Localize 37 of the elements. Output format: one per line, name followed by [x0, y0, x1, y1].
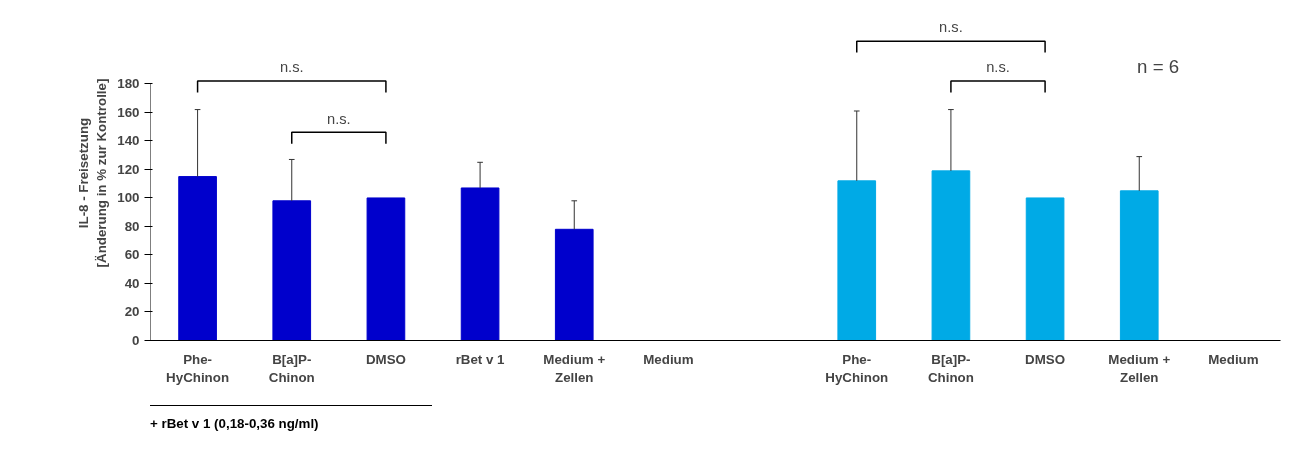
y-tick-label: 100: [117, 190, 140, 206]
y-tick-label: 0: [132, 333, 140, 348]
x-tick-label: Phe- HyChinon: [825, 351, 889, 385]
text: n = 6: [1137, 55, 1180, 77]
y-tick-label: 120: [117, 161, 140, 177]
bar: [554, 228, 594, 341]
y-tick-label: 60: [124, 247, 140, 263]
y-tick-label: 20: [124, 304, 140, 320]
x-tick-label: rBet v 1: [455, 351, 506, 367]
x-tick-label: Medium + Zellen: [1108, 351, 1171, 385]
y-tick-label: 160: [117, 104, 140, 120]
bar: [272, 200, 312, 341]
bar: [460, 187, 500, 341]
x-tick-label: Phe- HyChinon: [166, 351, 230, 385]
bar: [1025, 197, 1065, 341]
y-tick-label: 180: [117, 76, 140, 92]
bar: [1119, 190, 1159, 341]
annotation: n.s.: [327, 110, 351, 127]
y-axis-title: IL-8 - Freisetzung [Änderung in % zur Kontrolle]: [76, 78, 110, 268]
x-tick-label: Medium: [643, 351, 694, 367]
x-tick-label: DMSO: [365, 351, 406, 367]
x-tick-label: Medium + Zellen: [543, 351, 606, 385]
y-tick-label: 40: [124, 275, 140, 291]
x-tick-label: Medium: [1208, 351, 1259, 367]
x-tick-label: DMSO: [1025, 351, 1066, 367]
bar: [837, 180, 877, 341]
x-tick-label: B[a]P- Chinon: [927, 351, 974, 385]
text: n.s.: [279, 59, 304, 76]
bar: [931, 170, 971, 341]
text: n.s.: [939, 19, 963, 36]
bar: [178, 176, 217, 341]
x-tick-label: B[a]P- Chinon: [268, 351, 315, 385]
text: n.s.: [986, 59, 1010, 76]
y-tick-label: 80: [124, 218, 140, 234]
text: + rBet v 1 (0,18-0,36 ng/ml): [150, 415, 319, 433]
y-tick-label: 140: [117, 133, 140, 149]
bar: [366, 197, 406, 341]
